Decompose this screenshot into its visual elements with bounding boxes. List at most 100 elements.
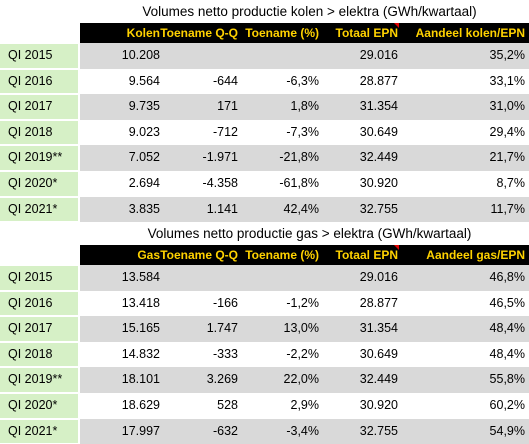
- row-label: QI 2019**: [0, 146, 78, 170]
- cell-value: 15.165: [121, 321, 160, 336]
- cell-value: -3,4%: [286, 423, 319, 438]
- cell-value: -166: [212, 295, 238, 310]
- cell-value: 32.755: [359, 423, 398, 438]
- cell-value: -4.358: [202, 175, 238, 190]
- cell-value: 35,2%: [489, 48, 525, 62]
- cell-value: 28.877: [359, 295, 398, 310]
- cell-value: 30.920: [359, 175, 398, 190]
- table-title-kolen: Volumes netto productie kolen > elektra …: [142, 4, 477, 19]
- table-row: QI 2021* 17.997 -632 -3,4% 32.755 54,9%: [0, 418, 529, 444]
- table-row: QI 2018 14.832 -333 -2,2% 30.649 48,4%: [0, 342, 529, 368]
- cell-value: 31.354: [359, 321, 398, 336]
- row-label: QI 2015: [0, 266, 78, 290]
- cell-value: -1,2%: [286, 295, 319, 310]
- cell-value: -61,8%: [279, 175, 319, 190]
- table-body-kolen: QI 2015 10.208 29.016 35,2% QI 2016 9.56…: [0, 43, 529, 223]
- cell-value: 13.584: [121, 270, 160, 284]
- header-toename-pct: Toename (%): [245, 26, 319, 40]
- cell-value: 30.920: [359, 397, 398, 412]
- table-row: QI 2019** 7.052 -1.971 -21,8% 32.449 21,…: [0, 145, 529, 171]
- cell-value: -712: [212, 124, 238, 139]
- table-body-gas: QI 2015 13.584 29.016 46,8% QI 2016 13.4…: [0, 265, 529, 444]
- row-label: QI 2021*: [0, 197, 78, 222]
- cell-value: 60,2%: [489, 397, 525, 412]
- table-row: QI 2017 15.165 1.747 13,0% 31.354 48,4%: [0, 316, 529, 342]
- header-aandeel-kolen: Aandeel kolen/EPN: [415, 26, 525, 40]
- comment-indicator-icon[interactable]: [394, 245, 399, 250]
- cell-value: -7,3%: [286, 124, 319, 139]
- cell-value: 29.016: [359, 270, 398, 284]
- cell-value: 55,8%: [489, 372, 525, 387]
- row-label: QI 2017: [0, 317, 78, 341]
- cell-value: 8,7%: [496, 175, 526, 190]
- row-label: QI 2018: [0, 120, 78, 145]
- cell-value: 33,1%: [489, 73, 525, 88]
- cell-value: -333: [212, 346, 238, 361]
- row-label: QI 2019**: [0, 368, 78, 392]
- table-row: QI 2020* 18.629 528 2,9% 30.920 60,2%: [0, 393, 529, 419]
- table-row: QI 2016 13.418 -166 -1,2% 28.877 46,5%: [0, 291, 529, 317]
- cell-value: -644: [212, 73, 238, 88]
- table-row: QI 2019** 18.101 3.269 22,0% 32.449 55,8…: [0, 367, 529, 393]
- header-toename-qq: Toename Q-Q: [160, 248, 238, 262]
- cell-value: 17.997: [121, 423, 160, 438]
- cell-value: 13.418: [121, 295, 160, 310]
- row-label: QI 2020*: [0, 393, 78, 418]
- header-aandeel-gas: Aandeel gas/EPN: [426, 248, 525, 262]
- cell-value: -632: [212, 423, 238, 438]
- cell-value: 48,4%: [489, 321, 525, 336]
- cell-value: -1.971: [202, 150, 238, 165]
- table-header-gas: Gas Toename Q-Q Toename (%) Totaal EPN A…: [80, 245, 529, 265]
- table-header-kolen: Kolen Toename Q-Q Toename (%) Totaal EPN…: [80, 23, 529, 43]
- cell-value: 1.747: [206, 321, 238, 336]
- cell-value: 46,8%: [489, 270, 525, 284]
- cell-value: 1,8%: [290, 99, 320, 114]
- cell-value: 528: [217, 397, 238, 412]
- table-row: QI 2016 9.564 -644 -6,3% 28.877 33,1%: [0, 69, 529, 95]
- cell-value: 18.629: [121, 397, 160, 412]
- table-row: QI 2018 9.023 -712 -7,3% 30.649 29,4%: [0, 120, 529, 146]
- cell-value: -21,8%: [279, 150, 319, 165]
- cell-value: 14.832: [121, 346, 160, 361]
- row-label: QI 2021*: [0, 419, 78, 444]
- cell-value: 31.354: [359, 99, 398, 114]
- cell-value: 2,9%: [290, 397, 320, 412]
- cell-value: 21,7%: [489, 150, 525, 165]
- cell-value: 171: [217, 99, 238, 114]
- cell-value: 1.141: [206, 201, 238, 216]
- header-totaal-epn: Totaal EPN: [335, 248, 398, 262]
- row-label: QI 2016: [0, 291, 78, 316]
- header-gas: Gas: [137, 248, 160, 262]
- cell-value: 32.449: [359, 372, 398, 387]
- cell-value: 3.269: [206, 372, 238, 387]
- cell-value: 46,5%: [489, 295, 525, 310]
- row-label: QI 2018: [0, 342, 78, 367]
- cell-value: 29.016: [359, 48, 398, 62]
- cell-value: 11,7%: [490, 201, 525, 216]
- row-label: QI 2015: [0, 44, 78, 68]
- cell-value: 31,0%: [489, 99, 525, 114]
- cell-value: 32.755: [359, 201, 398, 216]
- cell-value: 22,0%: [283, 372, 319, 387]
- cell-value: -2,2%: [286, 346, 319, 361]
- table-row: QI 2020* 2.694 -4.358 -61,8% 30.920 8,7%: [0, 171, 529, 197]
- table-row: QI 2021* 3.835 1.141 42,4% 32.755 11,7%: [0, 196, 529, 223]
- table-row: QI 2015 13.584 29.016 46,8%: [0, 265, 529, 291]
- cell-value: 3.835: [128, 201, 160, 216]
- cell-value: 30.649: [359, 124, 398, 139]
- cell-value: 30.649: [359, 346, 398, 361]
- cell-value: 13,0%: [283, 321, 319, 336]
- cell-value: -6,3%: [286, 73, 319, 88]
- cell-value: 32.449: [359, 150, 398, 165]
- cell-value: 42,4%: [283, 201, 319, 216]
- cell-value: 54,9%: [489, 423, 525, 438]
- header-kolen: Kolen: [126, 26, 160, 40]
- cell-value: 9.023: [128, 124, 160, 139]
- table-row: QI 2015 10.208 29.016 35,2%: [0, 43, 529, 69]
- comment-indicator-icon[interactable]: [394, 23, 399, 28]
- cell-value: 10.208: [121, 48, 160, 62]
- header-toename-qq: Toename Q-Q: [160, 26, 238, 40]
- row-label: QI 2020*: [0, 171, 78, 196]
- header-toename-pct: Toename (%): [245, 248, 319, 262]
- cell-value: 9.735: [128, 99, 160, 114]
